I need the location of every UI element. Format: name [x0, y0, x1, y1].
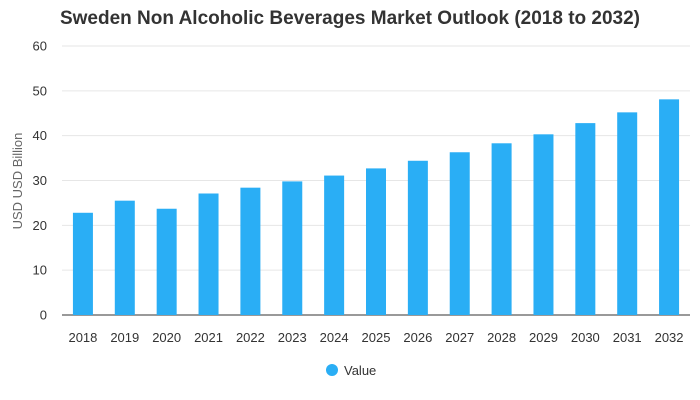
- y-axis-title: USD USD Billion: [10, 133, 25, 230]
- x-tick-label: 2026: [403, 330, 432, 345]
- bar-2018[interactable]: [72, 212, 93, 315]
- x-tick-label: 2025: [362, 330, 391, 345]
- x-tick-label: 2020: [152, 330, 181, 345]
- x-tick-label: 2024: [320, 330, 349, 345]
- bar-2032[interactable]: [659, 99, 680, 315]
- y-tick-label: 50: [33, 83, 47, 98]
- bars: [72, 99, 680, 315]
- legend-marker: [326, 364, 338, 376]
- bar-2031[interactable]: [617, 112, 638, 315]
- legend-label: Value: [344, 363, 376, 378]
- bar-2027[interactable]: [449, 152, 470, 315]
- x-axis: 2018 2019 2020 2021 2022 2023 2024 2025 2026 2027…: [68, 330, 683, 345]
- x-tick-label: 2023: [278, 330, 307, 345]
- bar-2030[interactable]: [575, 123, 596, 315]
- x-tick-label: 2030: [571, 330, 600, 345]
- x-tick-label: 2027: [445, 330, 474, 345]
- x-tick-label: 2018: [68, 330, 97, 345]
- bar-2024[interactable]: [324, 175, 345, 315]
- y-tick-label: 40: [33, 128, 47, 143]
- x-tick-label: 2028: [487, 330, 516, 345]
- y-tick-label: 0: [40, 308, 47, 323]
- legend[interactable]: Value: [326, 363, 376, 378]
- x-tick-label: 2032: [655, 330, 684, 345]
- bar-2025[interactable]: [366, 168, 386, 315]
- bar-2019[interactable]: [114, 200, 135, 315]
- chart-title: Sweden Non Alcoholic Beverages Market Ou…: [59, 8, 641, 29]
- bar-2028[interactable]: [491, 143, 512, 315]
- bar-2020[interactable]: [156, 208, 177, 315]
- bar-2021[interactable]: [198, 193, 219, 315]
- x-tick-label: 2021: [194, 330, 223, 345]
- bar-2022[interactable]: [240, 187, 261, 315]
- x-tick-label: 2031: [613, 330, 642, 345]
- x-tick-label: 2022: [236, 330, 265, 345]
- bar-2026[interactable]: [407, 160, 428, 315]
- y-axis: 0 10 20 30 40 50 60: [33, 39, 47, 323]
- y-tick-label: 10: [33, 263, 47, 278]
- y-tick-label: 60: [33, 39, 47, 54]
- x-tick-label: 2019: [110, 330, 139, 345]
- y-tick-label: 30: [33, 173, 47, 188]
- y-tick-label: 20: [33, 218, 47, 233]
- bar-2029[interactable]: [533, 134, 554, 315]
- x-tick-label: 2029: [529, 330, 558, 345]
- bar-2023[interactable]: [282, 181, 303, 315]
